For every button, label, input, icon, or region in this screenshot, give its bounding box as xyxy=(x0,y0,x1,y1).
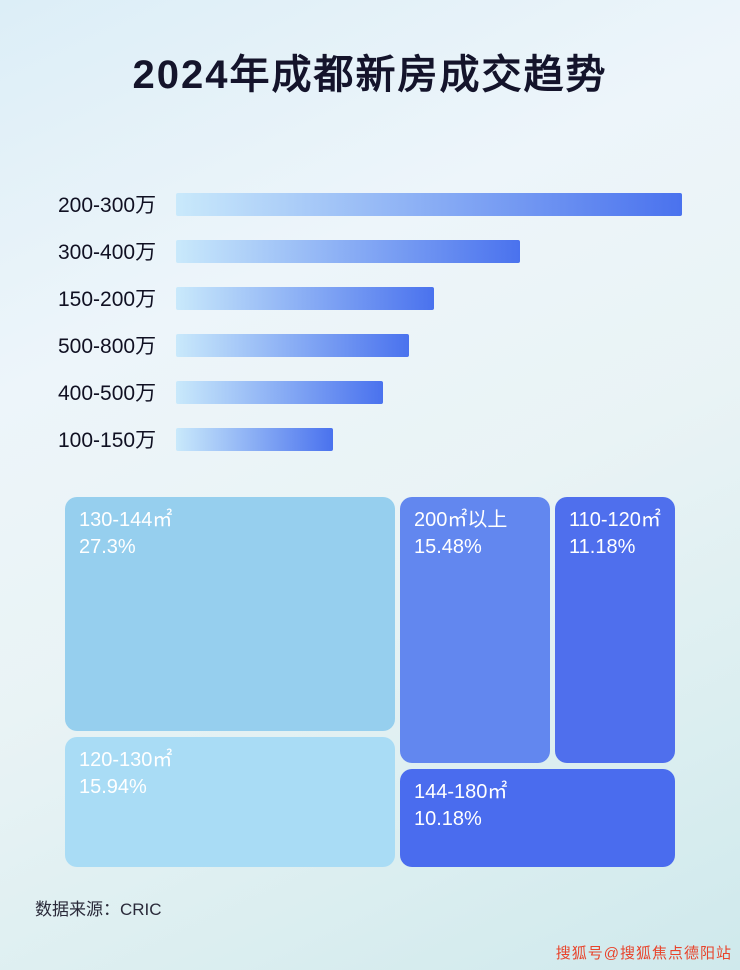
treemap-block-label: 110-120㎡ xyxy=(569,509,661,531)
treemap-block: 144-180㎡ 10.18% xyxy=(400,769,675,867)
bar-track xyxy=(176,192,682,216)
treemap-block: 130-144㎡ 27.3% xyxy=(65,497,395,731)
bar xyxy=(176,286,435,310)
bar-category-label: 400-500万 xyxy=(58,382,157,405)
treemap-block: 120-130㎡ 15.94% xyxy=(65,737,395,867)
watermark-label: 搜狐号@搜狐焦点德阳站 xyxy=(555,945,732,962)
bar-row: 200-300万 xyxy=(58,192,682,217)
bar-track xyxy=(176,380,682,404)
bar-row: 300-400万 xyxy=(58,239,682,264)
bar-category-label: 150-200万 xyxy=(58,288,157,311)
bar xyxy=(176,427,333,451)
treemap-block-label: 120-130㎡ xyxy=(79,749,173,771)
treemap-block-value: 15.94% xyxy=(79,776,147,798)
treemap-block: 110-120㎡ 11.18% xyxy=(555,497,675,763)
bar-row: 100-150万 xyxy=(58,427,682,452)
bar xyxy=(176,380,384,404)
bar-category-label: 200-300万 xyxy=(58,194,157,217)
treemap-block-value: 10.18% xyxy=(414,808,482,830)
bar xyxy=(176,333,409,357)
bar-row: 150-200万 xyxy=(58,286,682,311)
treemap-block-label: 144-180㎡ xyxy=(414,781,508,803)
bar-track xyxy=(176,333,682,357)
bar-track xyxy=(176,286,682,310)
treemap: 130-144㎡ 27.3% 120-130㎡ 15.94% 200㎡以上 15.48% 1… xyxy=(65,497,675,867)
data-source-label: 数据来源：CRIC xyxy=(35,900,162,919)
bar-category-label: 500-800万 xyxy=(58,335,157,358)
bar-category-label: 100-150万 xyxy=(58,429,157,452)
treemap-block-label: 130-144㎡ xyxy=(79,509,173,531)
bar-chart: 200-300万 300-400万 150-200万 500-800万 400-500万… xyxy=(0,192,740,452)
treemap-block-label: 200㎡以上 xyxy=(414,509,508,531)
bar xyxy=(176,239,521,263)
treemap-block-value: 11.18% xyxy=(569,536,636,558)
bar-track xyxy=(176,427,682,451)
bar-row: 400-500万 xyxy=(58,380,682,405)
bar-track xyxy=(176,239,682,263)
treemap-block: 200㎡以上 15.48% xyxy=(400,497,550,763)
treemap-block-value: 27.3% xyxy=(79,536,136,558)
bar xyxy=(176,192,682,216)
bar-row: 500-800万 xyxy=(58,333,682,358)
bar-category-label: 300-400万 xyxy=(58,241,157,264)
treemap-block-value: 15.48% xyxy=(414,536,482,558)
page-title: 2024年成都新房成交趋势 xyxy=(132,53,608,97)
